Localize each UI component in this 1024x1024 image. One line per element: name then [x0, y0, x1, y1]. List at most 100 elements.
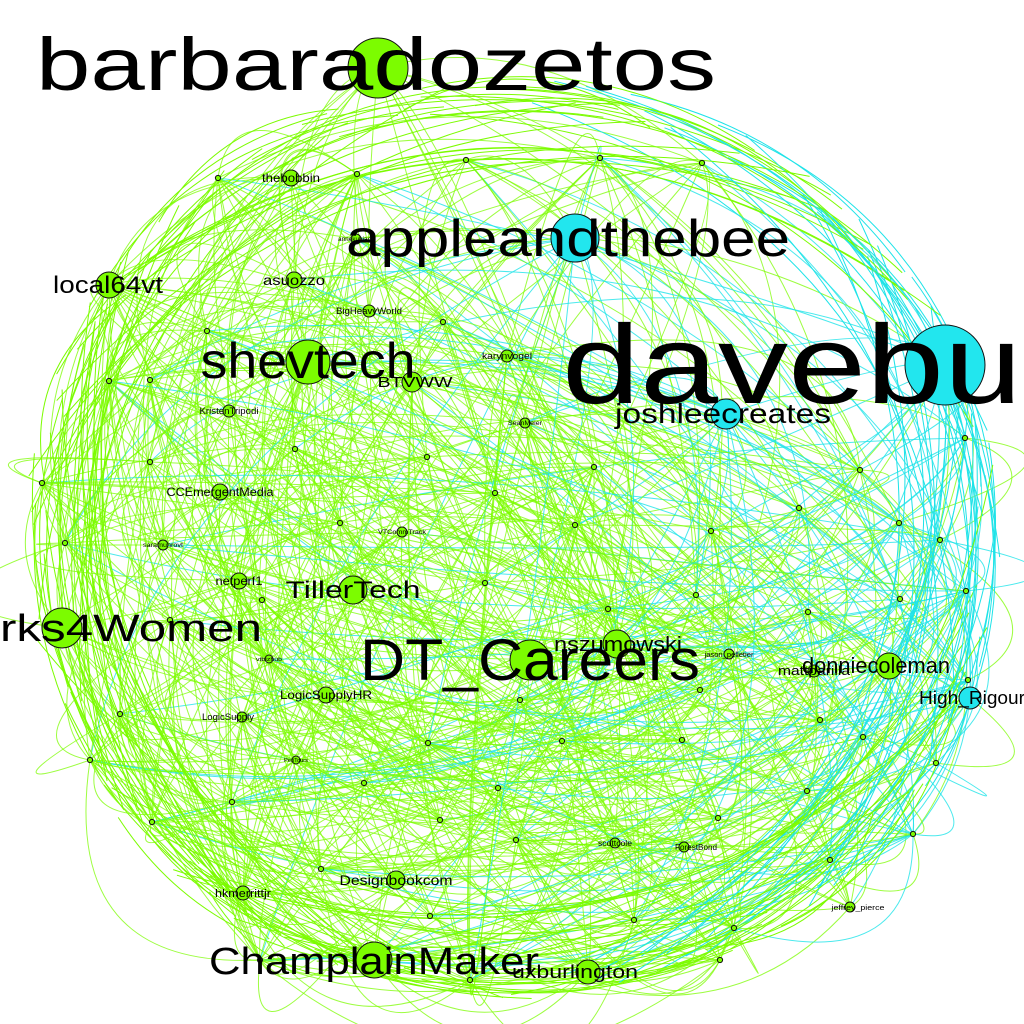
edge — [510, 938, 741, 984]
edge — [35, 713, 121, 775]
edge — [231, 413, 727, 803]
edge — [429, 679, 969, 917]
graph-node — [423, 453, 431, 461]
edge — [356, 173, 683, 741]
edge — [368, 310, 890, 667]
edge — [593, 466, 653, 645]
graph-node — [678, 841, 690, 853]
edge — [36, 542, 164, 546]
edge — [121, 461, 270, 660]
edge — [146, 599, 263, 627]
edge — [574, 162, 711, 526]
edge — [506, 355, 900, 524]
edge — [363, 653, 730, 824]
edge — [238, 888, 558, 994]
graph-node — [571, 521, 579, 529]
edge — [352, 237, 576, 591]
edge — [249, 361, 322, 870]
graph-node — [710, 398, 742, 430]
edge — [524, 422, 616, 844]
edge — [515, 839, 616, 875]
edge — [231, 590, 967, 803]
edge — [616, 643, 914, 835]
edge — [119, 659, 531, 742]
edge — [108, 284, 576, 526]
edge — [254, 522, 341, 870]
edge — [118, 694, 327, 741]
edge — [101, 205, 234, 897]
graph-node — [61, 539, 69, 547]
edge — [108, 380, 914, 835]
edge — [599, 157, 701, 596]
edge — [151, 361, 309, 823]
edge — [849, 598, 911, 908]
edge — [339, 522, 685, 848]
graph-node — [895, 519, 903, 527]
edge — [377, 67, 496, 494]
edge — [49, 432, 504, 999]
edge — [94, 250, 248, 913]
edge — [156, 619, 297, 761]
edge — [293, 276, 697, 596]
edge — [169, 619, 914, 848]
edge — [162, 544, 967, 592]
edge — [939, 539, 1024, 592]
edge — [206, 298, 508, 357]
edge — [228, 237, 576, 412]
edge — [373, 237, 576, 961]
edge — [151, 762, 937, 858]
edge — [898, 522, 1013, 681]
graph-node — [214, 174, 222, 182]
edge — [231, 531, 403, 803]
graph-node — [116, 710, 124, 718]
edge — [242, 364, 946, 894]
edge — [111, 787, 910, 907]
graph-node — [678, 736, 686, 744]
node-label: nszumowski — [554, 634, 682, 656]
edge — [341, 236, 428, 458]
edge — [149, 379, 589, 973]
graph-node — [436, 816, 444, 824]
edge — [352, 589, 809, 650]
edge — [898, 437, 1024, 524]
graph-node — [282, 169, 300, 187]
edge — [64, 542, 441, 821]
edge — [41, 162, 703, 484]
edge — [100, 284, 153, 823]
graph-node — [105, 377, 113, 385]
edge — [293, 279, 821, 721]
edge — [633, 413, 755, 921]
edge — [368, 276, 526, 424]
edge — [278, 148, 358, 281]
edge — [89, 531, 403, 761]
graph-node — [590, 463, 598, 471]
edge — [108, 284, 971, 699]
graph-node — [804, 608, 812, 616]
node-label: asuozzo — [263, 272, 325, 288]
edge — [307, 361, 821, 721]
node-label: LogicSupplyHR — [280, 688, 372, 702]
edge — [134, 173, 358, 823]
edge — [219, 491, 697, 596]
edge — [76, 102, 624, 350]
edge — [241, 716, 589, 980]
edge — [234, 173, 358, 601]
edge — [130, 580, 240, 622]
node-label: VTCommTrack — [378, 530, 427, 536]
edge — [241, 437, 966, 718]
edge — [219, 491, 486, 584]
edge — [59, 303, 117, 766]
edge — [400, 531, 441, 821]
edge — [38, 148, 307, 620]
edge — [427, 689, 701, 763]
edge — [725, 413, 900, 524]
edge — [63, 155, 810, 417]
edge — [217, 130, 358, 179]
graph-node — [146, 376, 154, 384]
edge — [151, 364, 946, 823]
edge — [355, 782, 441, 888]
edge — [242, 892, 471, 1007]
edge — [50, 148, 263, 486]
node-label: uxburlington — [512, 962, 638, 982]
edge — [226, 396, 496, 494]
